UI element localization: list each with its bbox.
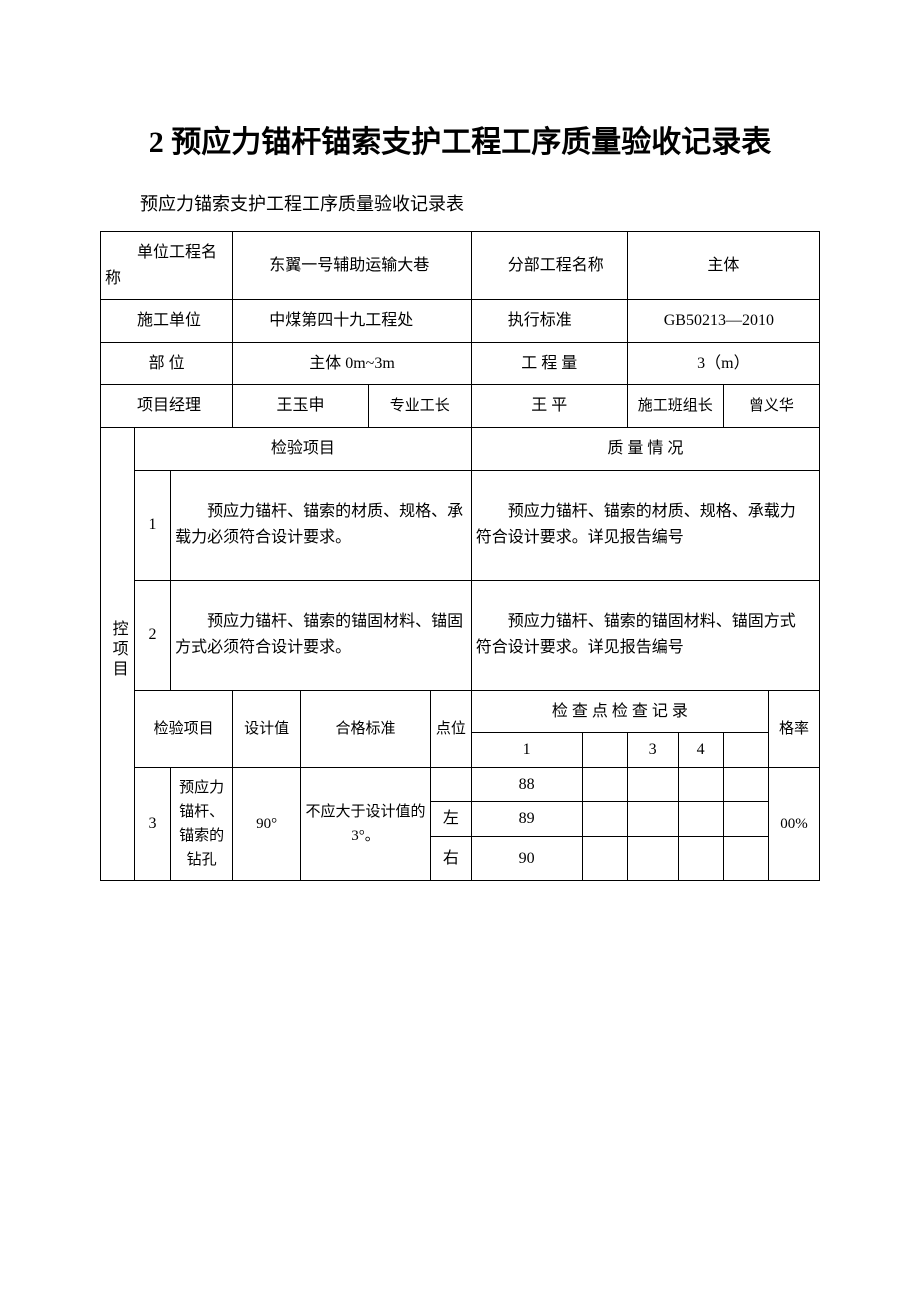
check-header-row-1: 检验项目 设计值 合格标准 点位 检 查 点 检 查 记 录 格率 [101, 690, 820, 733]
r3-desc: 预应力锚杆、锚索的钻孔 [171, 767, 233, 880]
check-col-5 [723, 733, 768, 768]
r3-v1: 88 [471, 767, 582, 802]
rate-label: 格率 [768, 690, 819, 767]
check-col-2 [582, 733, 627, 768]
unit-project-value: 东翼一号辅助运输大巷 [233, 232, 472, 300]
item-3-row-a: 3 预应力锚杆、锚索的钻孔 90° 不应大于设计值的3°。 88 00% [101, 767, 820, 802]
check-col-4: 4 [678, 733, 723, 768]
sub-project-label: 分部工程名称 [471, 232, 627, 300]
quantity-value: 3（m） [627, 342, 819, 385]
r1-num: 1 [134, 470, 170, 580]
sub-title: 预应力锚索支护工程工序质量验收记录表 [140, 190, 820, 216]
r3-num: 3 [134, 767, 170, 880]
point-label: 点位 [431, 690, 472, 767]
construct-unit-value: 中煤第四十九工程处 [233, 300, 472, 343]
construct-unit-label: 施工单位 [101, 300, 233, 343]
main-title: 2 预应力锚杆锚索支护工程工序质量验收记录表 [100, 120, 820, 165]
r3-v3: 90 [471, 836, 582, 880]
r2-desc: 预应力锚杆、锚索的锚固材料、锚固方式必须符合设计要求。 [171, 580, 472, 690]
check-col-3: 3 [627, 733, 678, 768]
r3-rate: 00% [768, 767, 819, 880]
team-leader-label: 施工班组长 [627, 385, 723, 428]
r3-pos-left: 左 [431, 802, 472, 837]
header-row-4: 项目经理 王玉申 专业工长 王 平 施工班组长 曾义华 [101, 385, 820, 428]
position-value: 主体 0m~3m [233, 342, 472, 385]
r3-c2c [582, 836, 627, 880]
record-header: 检 查 点 检 查 记 录 [471, 690, 768, 733]
item-row-2: 2 预应力锚杆、锚索的锚固材料、锚固方式必须符合设计要求。 预应力锚杆、锚索的锚… [101, 580, 820, 690]
r1-quality: 预应力锚杆、锚索的材质、规格、承载力 符合设计要求。详见报告编号 [471, 470, 819, 580]
foreman-value: 王 平 [471, 385, 627, 428]
r3-standard: 不应大于设计值的3°。 [301, 767, 431, 880]
pm-label: 项目经理 [101, 385, 233, 428]
r3-c3a [627, 767, 678, 802]
r3-c2a [582, 767, 627, 802]
unit-project-label: 单位工程名称 [101, 232, 233, 300]
standard-label: 执行标准 [471, 300, 627, 343]
r3-c2b [582, 802, 627, 837]
position-label: 部 位 [101, 342, 233, 385]
sub-project-value: 主体 [627, 232, 819, 300]
section-header-row: 控项目 检验项目 质 量 情 况 [101, 427, 820, 470]
quantity-label: 工 程 量 [471, 342, 627, 385]
r3-c3b [627, 802, 678, 837]
r3-c3c [627, 836, 678, 880]
r3-c4c [678, 836, 723, 880]
foreman-label: 专业工长 [368, 385, 471, 428]
header-row-3: 部 位 主体 0m~3m 工 程 量 3（m） [101, 342, 820, 385]
pm-value: 王玉申 [233, 385, 369, 428]
r3-c4b [678, 802, 723, 837]
r3-v2: 89 [471, 802, 582, 837]
r3-c5a [723, 767, 768, 802]
header-row-2: 施工单位 中煤第四十九工程处 执行标准 GB50213—2010 [101, 300, 820, 343]
team-leader-value: 曾义华 [723, 385, 819, 428]
r3-pos-blank [431, 767, 472, 802]
r2-num: 2 [134, 580, 170, 690]
header-row-1: 单位工程名称 东翼一号辅助运输大巷 分部工程名称 主体 [101, 232, 820, 300]
standard-value: GB50213—2010 [627, 300, 819, 343]
r3-c5c [723, 836, 768, 880]
quality-header: 质 量 情 况 [471, 427, 819, 470]
check-standard-label: 合格标准 [301, 690, 431, 767]
check-col-1: 1 [471, 733, 582, 768]
side-label: 控项目 [101, 427, 135, 880]
design-value-label: 设计值 [233, 690, 301, 767]
r3-c5b [723, 802, 768, 837]
inspection-table: 单位工程名称 东翼一号辅助运输大巷 分部工程名称 主体 施工单位 中煤第四十九工… [100, 231, 820, 881]
item-row-1: 1 预应力锚杆、锚索的材质、规格、承载力必须符合设计要求。 预应力锚杆、锚索的材… [101, 470, 820, 580]
r3-design: 90° [233, 767, 301, 880]
r1-desc: 预应力锚杆、锚索的材质、规格、承载力必须符合设计要求。 [171, 470, 472, 580]
r2-quality: 预应力锚杆、锚索的锚固材料、锚固方式 符合设计要求。详见报告编号 [471, 580, 819, 690]
r3-pos-right: 右 [431, 836, 472, 880]
inspect-header: 检验项目 [134, 427, 471, 470]
check-item-label: 检验项目 [134, 690, 232, 767]
r3-c4a [678, 767, 723, 802]
